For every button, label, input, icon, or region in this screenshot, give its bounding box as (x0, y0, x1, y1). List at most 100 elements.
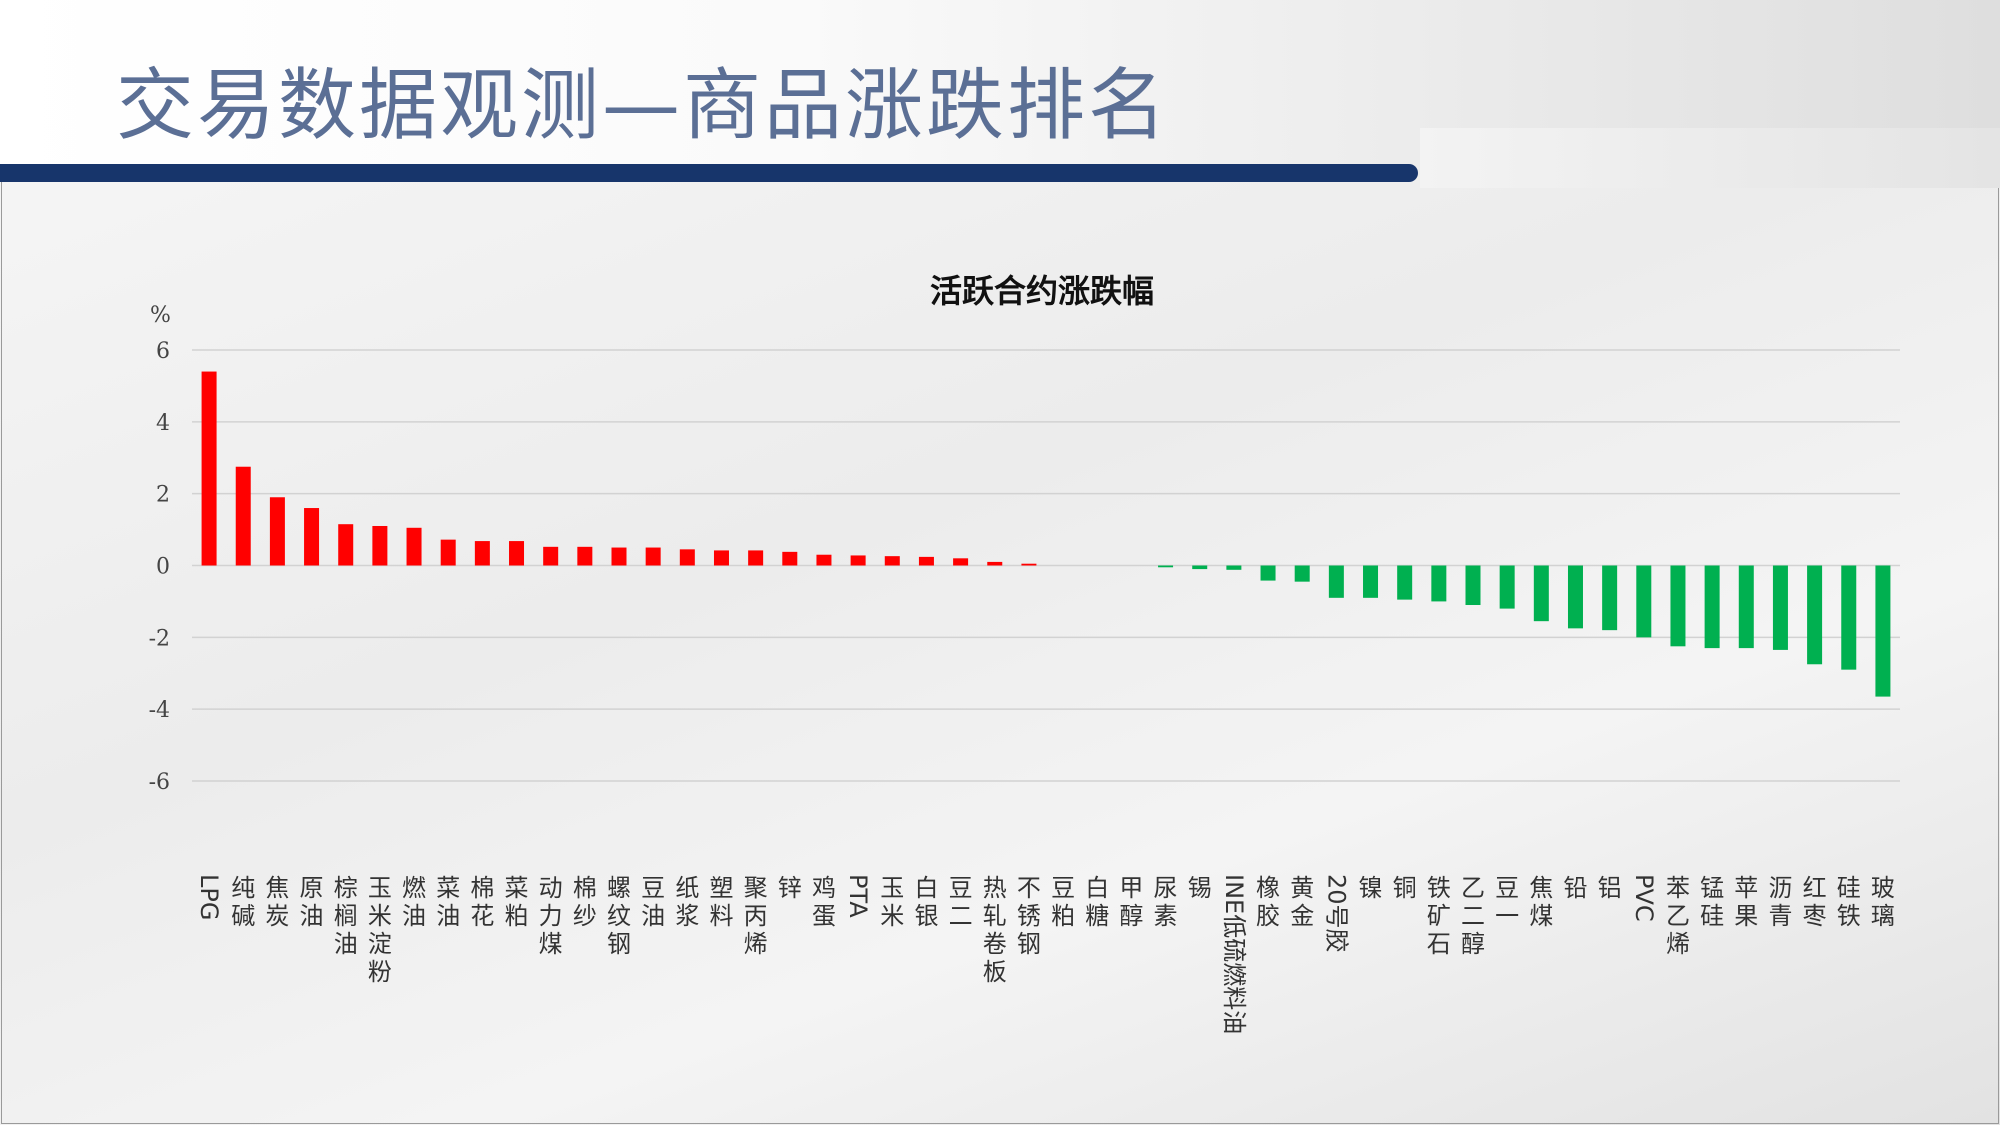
y-tick-label: 0 (156, 555, 170, 580)
bar (304, 508, 320, 566)
category-label: 棉花 (470, 874, 494, 930)
bar (1294, 565, 1310, 582)
category-label: 镍 (1359, 874, 1383, 902)
bar (1772, 565, 1788, 650)
category-label: 鸡蛋 (812, 874, 836, 930)
bar (918, 556, 934, 566)
bar (1738, 565, 1754, 649)
category-label: 菜粕 (505, 874, 529, 930)
bar (338, 524, 354, 566)
category-label: 白银 (914, 874, 938, 930)
category-label: 锡 (1188, 874, 1212, 902)
y-tick-label: 4 (156, 411, 170, 436)
y-tick-label: -6 (149, 770, 170, 795)
y-axis-ticks: 6 4 2 0 -2 -4 -6 (149, 339, 170, 795)
category-label: 乙二醇 (1461, 874, 1485, 958)
category-label: 焦炭 (265, 874, 289, 930)
category-label: 豆油 (641, 874, 665, 930)
category-label: 塑料 (709, 874, 733, 930)
bar (1397, 565, 1413, 600)
bar (987, 561, 1003, 566)
bar (440, 539, 456, 566)
category-label: 尿素 (1154, 874, 1178, 930)
category-label: 玉米淀粉 (368, 874, 392, 986)
y-tick-label: 6 (156, 339, 170, 364)
category-label: 红枣 (1803, 874, 1827, 930)
bar (645, 547, 661, 566)
bar (1363, 565, 1379, 598)
category-label: 硅铁 (1837, 874, 1861, 930)
category-label: 纯碱 (231, 874, 255, 930)
category-label: 焦煤 (1529, 874, 1553, 930)
category-label: INE低硫燃料油 (1220, 874, 1248, 1034)
category-label: 原油 (300, 874, 324, 930)
category-label: 豆粕 (1051, 874, 1075, 930)
bar (406, 527, 422, 566)
bar (1158, 565, 1174, 568)
bar (577, 546, 593, 566)
title-underline-bar (0, 164, 1418, 182)
category-label: 豆一 (1495, 874, 1519, 930)
category-label: 铝 (1598, 874, 1622, 902)
category-label: 豆二 (949, 874, 973, 930)
y-tick-label: -2 (149, 626, 170, 651)
bar (713, 550, 729, 566)
bar (1260, 565, 1276, 581)
category-label: 燃油 (402, 874, 426, 930)
bar (201, 371, 217, 566)
bar (1226, 565, 1242, 570)
bar (269, 497, 285, 566)
category-label: PVC (1630, 874, 1658, 922)
category-label: 甲醇 (1119, 874, 1143, 930)
bar (782, 551, 798, 566)
bar (1533, 565, 1549, 622)
category-label: 锌 (778, 874, 802, 902)
bar (543, 546, 559, 566)
category-label: 铜 (1393, 874, 1417, 902)
y-tick-label: -4 (149, 698, 170, 723)
category-labels: LPG 纯碱焦炭原油棕榈油玉米淀粉燃油菜油棉花菜粕动力煤棉纱螺纹钢豆油纸浆塑料聚丙… (195, 874, 1895, 1034)
y-axis-unit: % (150, 303, 171, 328)
bar (1431, 565, 1447, 602)
category-label: 苹果 (1734, 874, 1758, 930)
bar (816, 554, 832, 566)
category-label: 棉纱 (573, 874, 597, 930)
category-label: 菜油 (436, 874, 460, 930)
category-label: 铅 (1563, 874, 1587, 902)
y-tick-label: 2 (156, 483, 170, 508)
bar (1021, 563, 1037, 566)
page-title: 交易数据观测—商品涨跌排名 (116, 61, 1170, 151)
bar (1670, 565, 1686, 647)
bar (1807, 565, 1823, 665)
bar (1567, 565, 1583, 629)
category-label: 沥青 (1768, 874, 1792, 930)
category-label: 动力煤 (539, 874, 563, 958)
category-label: 不锈钢 (1017, 874, 1041, 958)
bar (850, 555, 866, 566)
bar (1328, 565, 1344, 598)
bar (1875, 565, 1891, 697)
bar (953, 558, 969, 566)
bar (679, 549, 695, 566)
chart-title: 活跃合约涨跌幅 (930, 272, 1154, 310)
category-label: 纸浆 (675, 874, 699, 930)
bar (1499, 565, 1515, 609)
bar (1602, 565, 1618, 631)
header-tab (1420, 128, 2000, 188)
bar (1841, 565, 1857, 670)
category-label: 玻璃 (1871, 874, 1895, 930)
bar (1704, 565, 1720, 649)
bar (1192, 565, 1208, 570)
category-label: 棕榈油 (334, 874, 358, 958)
category-label: 螺纹钢 (607, 874, 631, 958)
category-label: PTA (844, 874, 872, 918)
category-label: 20号胶 (1322, 874, 1350, 953)
bars (201, 371, 1891, 697)
category-label: 苯乙烯 (1666, 874, 1690, 958)
bar (1465, 565, 1481, 606)
bar (235, 466, 251, 566)
bar (748, 550, 764, 566)
category-label: 白糖 (1085, 874, 1109, 930)
category-label: 玉米 (880, 874, 904, 930)
